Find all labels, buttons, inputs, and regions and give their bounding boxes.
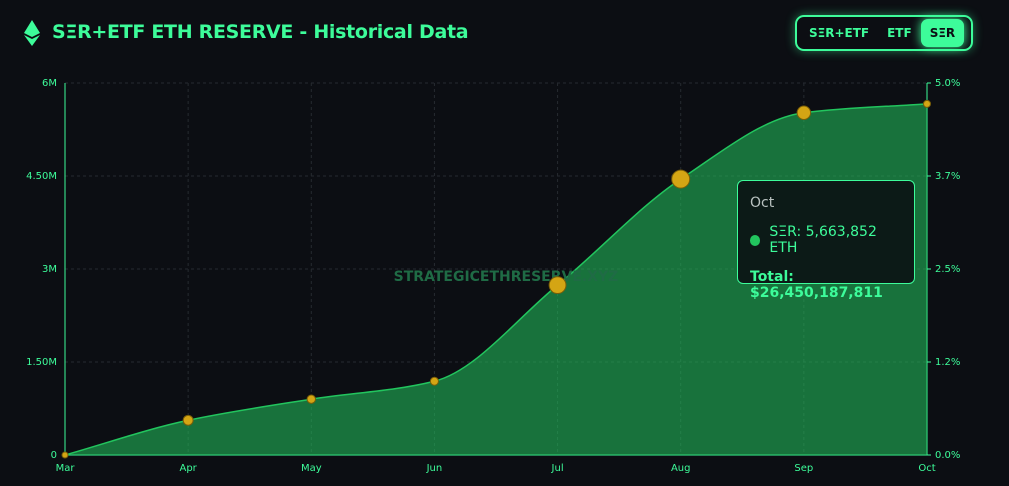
y-tick-label: 0 [51,450,57,461]
data-point [429,376,439,386]
area [65,103,927,455]
y2-tick-label: 0.0% [935,450,960,461]
y2-tick-label: 2.5% [935,264,960,275]
toggle-button[interactable]: SΞR [920,19,965,47]
tooltip-total: Total: $26,450,187,811 [750,269,883,301]
y-tick-label: 6M [42,78,57,89]
data-point [61,451,69,459]
y-tick-label: 4.50M [26,171,57,182]
tooltip-category: Oct [750,195,775,211]
page-title: SΞR+ETF ETH RESERVE - Historical Data [52,21,469,43]
data-point [306,394,316,404]
watermark: STRATEGICETHRESERVE.XYZ [394,269,619,285]
tooltip-series: SΞR: 5,663,852 ETH [769,224,877,256]
y-tick-label: 3M [42,264,57,275]
y-tick-label: 1.50M [26,357,57,368]
y2-tick-label: 5.0% [935,78,960,89]
x-tick-label: Jun [426,463,443,474]
x-tick-label: Oct [918,463,935,474]
x-tick-label: Aug [671,463,691,474]
tooltip: Oct SΞR: 5,663,852 ETH Total: $26,450,18… [737,180,915,301]
x-tick-label: Apr [179,463,197,474]
x-tick-label: Mar [56,463,76,474]
data-point [182,414,194,426]
data-point [671,169,691,189]
data-point [922,99,932,108]
eth-icon [24,20,40,46]
line [64,103,928,456]
toggle-button[interactable]: SΞR+ETF [809,26,870,40]
y2-tick-label: 3.7% [935,171,960,182]
data-point [548,276,567,295]
x-tick-label: May [301,463,322,474]
data-point [796,105,812,121]
x-tick-label: Jul [551,463,564,474]
toggle-button[interactable]: ETF [887,26,912,40]
y2-tick-label: 1.2% [935,357,960,368]
tooltip-swatch [750,234,761,246]
toggle-group: SΞR+ETF ETF SΞR [795,15,973,51]
x-tick-label: Sep [794,463,813,474]
